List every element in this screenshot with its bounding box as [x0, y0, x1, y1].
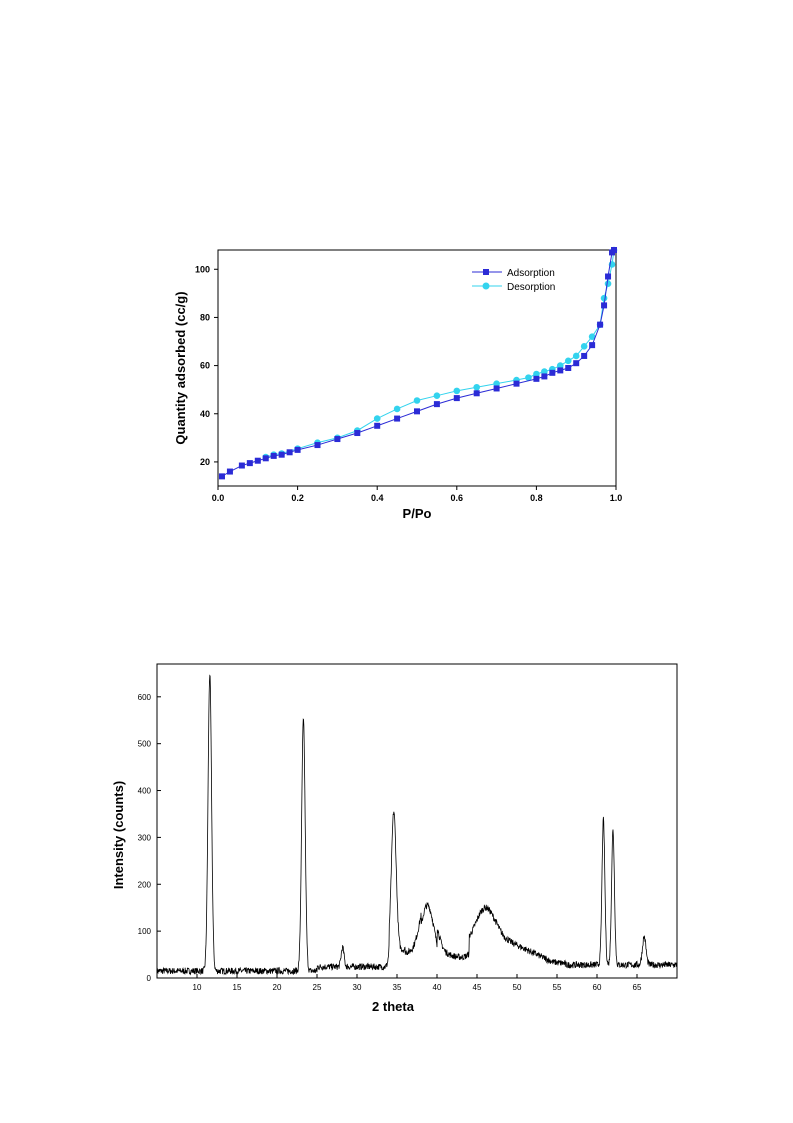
adsorption-line: [221, 249, 615, 477]
xrd-x-tick-label: 10: [193, 983, 202, 992]
isotherm-y-tick-label: 60: [200, 361, 210, 371]
adsorption-point: [453, 395, 460, 402]
adsorption-point: [513, 380, 520, 387]
isotherm-x-axis-label: P/Po: [403, 506, 432, 521]
xrd-x-tick-label: 65: [633, 983, 642, 992]
adsorption-point: [270, 452, 277, 459]
desorption-point: [541, 368, 548, 375]
xrd-y-tick-label: 500: [138, 740, 152, 749]
desorption-point: [373, 415, 381, 422]
desorption-point: [572, 352, 580, 360]
isotherm-y-tick-label: 40: [200, 409, 210, 419]
xrd-x-tick-label: 55: [553, 983, 562, 992]
desorption-point: [588, 333, 596, 340]
adsorption-point: [374, 422, 381, 429]
adsorption-point: [573, 360, 580, 367]
xrd-y-tick-label: 100: [138, 927, 152, 936]
xrd-y-axis-label: Intensity (counts): [111, 781, 126, 889]
desorption-line: [265, 249, 615, 458]
xrd-chart: 10 15 20 25 30 35 40 45 50 55 60 65 0 100 200 300 400 50…: [111, 663, 678, 1014]
desorption-point: [473, 383, 481, 391]
adsorption-point: [314, 442, 321, 449]
isotherm-x-tick-label: 0.4: [371, 493, 384, 503]
xrd-x-tick-label: 60: [593, 983, 602, 992]
desorption-point: [453, 387, 461, 395]
desorption-point: [564, 357, 572, 365]
legend-desorption-marker: [482, 282, 490, 290]
isotherm-x-tick-label: 0.0: [212, 493, 225, 503]
isotherm-x-tick-label: 1.0: [610, 493, 623, 503]
desorption-point: [525, 374, 532, 381]
isotherm-x-tick-label: 0.6: [451, 493, 464, 503]
adsorption-point: [533, 375, 540, 382]
adsorption-point: [589, 342, 596, 349]
adsorption-point: [286, 449, 293, 456]
adsorption-point: [334, 436, 341, 443]
adsorption-point: [414, 408, 420, 415]
adsorption-point: [278, 451, 285, 458]
adsorption-point: [473, 390, 480, 397]
desorption-point: [533, 370, 540, 378]
desorption-point: [600, 294, 608, 302]
desorption-point: [493, 380, 500, 387]
desorption-point: [556, 362, 564, 369]
isotherm-plot-frame: [217, 249, 617, 487]
xrd-pattern-line: [156, 674, 678, 976]
xrd-x-tick-label: 15: [233, 983, 242, 992]
desorption-point: [413, 397, 421, 404]
adsorption-point: [605, 273, 612, 280]
adsorption-point: [354, 430, 361, 437]
xrd-y-tick-label: 400: [138, 787, 152, 796]
adsorption-point: [493, 385, 500, 392]
adsorption-point: [226, 468, 233, 475]
adsorption-point: [238, 462, 245, 469]
xrd-x-tick-label: 25: [313, 983, 322, 992]
xrd-x-tick-label: 20: [273, 983, 282, 992]
desorption-point: [433, 392, 441, 399]
xrd-x-tick-label: 45: [473, 983, 482, 992]
xrd-y-tick-label: 600: [138, 693, 152, 702]
isotherm-y-tick-label: 20: [200, 457, 210, 467]
adsorption-point: [557, 367, 564, 374]
legend-adsorption-marker: [483, 269, 489, 275]
xrd-y-tick-label: 0: [147, 974, 152, 983]
adsorption-point: [433, 401, 440, 408]
isotherm-y-axis-label: Quantity adsorbed (cc/g): [173, 291, 188, 444]
desorption-point: [393, 405, 401, 413]
xrd-x-tick-label: 35: [393, 983, 402, 992]
legend-desorption-label: Desorption: [507, 282, 555, 293]
desorption-point: [604, 280, 612, 288]
xrd-y-tick-label: 300: [138, 833, 152, 842]
isotherm-x-tick-label: 0.8: [530, 493, 543, 503]
adsorption-point: [581, 352, 588, 359]
isotherm-y-tick-label: 80: [200, 312, 210, 322]
adsorption-point: [294, 446, 301, 453]
isotherm-chart: 0.0 0.2 0.4 0.6 0.8 1.0 20 40 60 80 100 P/Po Quan…: [173, 246, 623, 521]
isotherm-legend: Adsorption Desorption: [472, 268, 555, 293]
adsorption-point: [611, 247, 618, 253]
xrd-y-tick-label: 200: [138, 880, 152, 889]
adsorption-point: [601, 302, 608, 309]
adsorption-point: [246, 460, 253, 467]
xrd-x-tick-label: 30: [353, 983, 362, 992]
isotherm-y-tick-label: 100: [195, 264, 210, 274]
xrd-x-tick-label: 50: [513, 983, 522, 992]
adsorption-point: [597, 321, 604, 328]
adsorption-point: [565, 365, 572, 371]
legend-adsorption-label: Adsorption: [507, 268, 555, 279]
adsorption-point: [218, 473, 225, 480]
adsorption-point: [262, 455, 269, 462]
desorption-point: [580, 343, 588, 350]
xrd-plot-frame: [156, 663, 678, 979]
xrd-x-tick-label: 40: [433, 983, 442, 992]
isotherm-x-tick-label: 0.2: [291, 493, 304, 503]
adsorption-point: [394, 415, 401, 422]
adsorption-point: [254, 457, 261, 464]
adsorption-point: [549, 369, 556, 376]
xrd-x-axis-label: 2 theta: [372, 999, 415, 1014]
adsorption-point: [541, 373, 548, 380]
